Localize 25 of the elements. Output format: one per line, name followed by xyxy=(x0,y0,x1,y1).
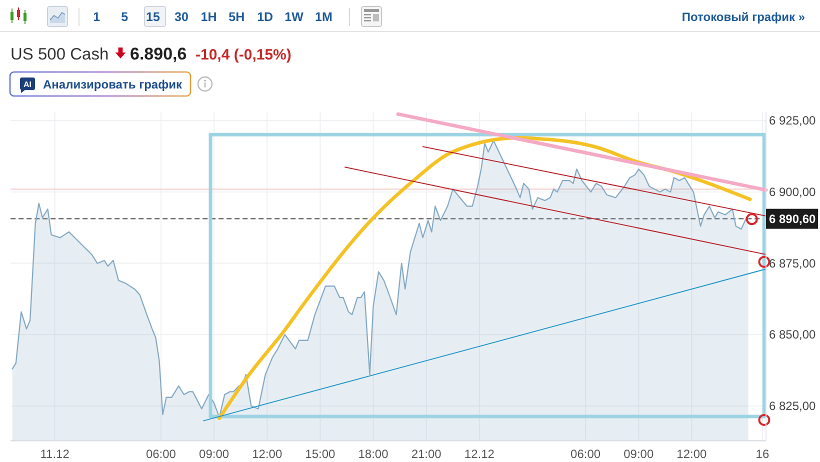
x-tick-label: 06:00 xyxy=(570,447,601,462)
chart-title: US 500 Cash xyxy=(10,46,109,64)
text: Анализировать график xyxy=(43,78,183,92)
ref-line-label: 6 890,60 xyxy=(769,212,816,226)
text: 6.890,6 xyxy=(130,44,187,64)
x-tick-label: 21:00 xyxy=(411,447,442,462)
text: -10,4 (-0,15%) xyxy=(196,46,292,64)
x-tick-label: 09:00 xyxy=(199,447,230,462)
x-tick-label: 12:00 xyxy=(676,447,708,462)
x-tick-label: 11.12 xyxy=(40,447,70,462)
y-tick-label: 6 875,00 xyxy=(769,256,816,270)
x-tick-label: 15:00 xyxy=(305,447,336,462)
x-tick-label: 09:00 xyxy=(624,447,654,462)
text: AI xyxy=(24,80,32,89)
y-tick-label: 6 900,00 xyxy=(769,184,816,199)
y-tick-label: 6 925,00 xyxy=(769,114,816,128)
x-tick-label: 12.12 xyxy=(464,447,495,462)
y-tick-label: 6 850,00 xyxy=(769,328,816,342)
x-tick-label: 18:00 xyxy=(358,447,389,462)
text: 1 5 15 30 1H 5H 1D 1W 1M xyxy=(93,10,332,24)
x-tick-label: 12:00 xyxy=(252,447,282,462)
y-tick-label: 6 825,00 xyxy=(769,398,816,413)
x-tick-label: 06:00 xyxy=(146,447,176,462)
x-tick-label: 16 xyxy=(756,447,770,462)
text: Потоковый график » xyxy=(682,10,806,24)
